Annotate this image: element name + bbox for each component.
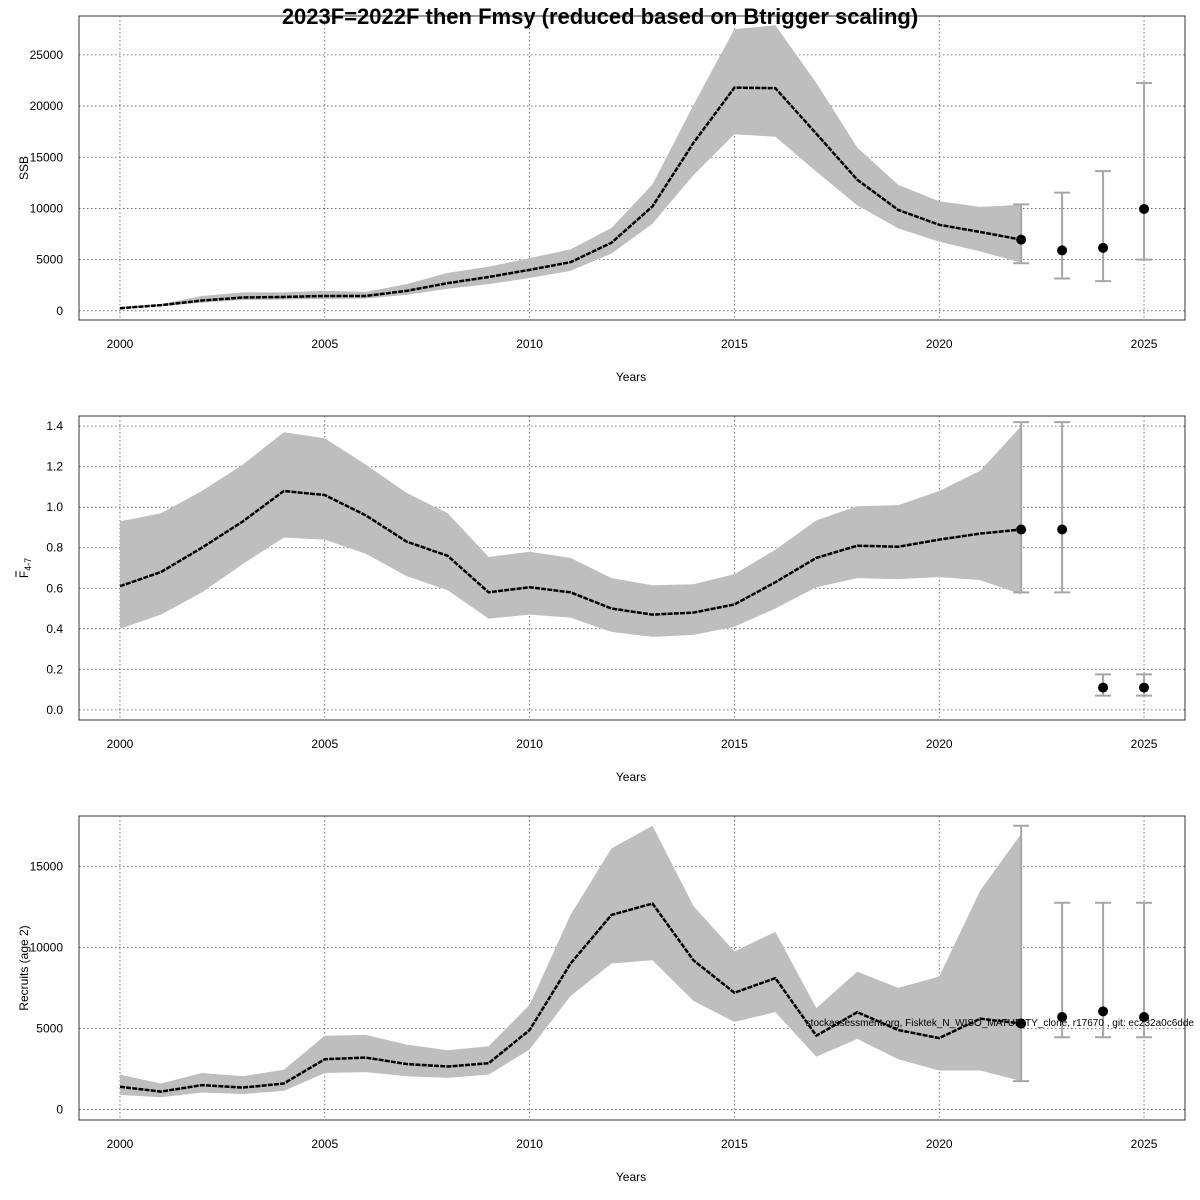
f-panel-frame [78,415,1186,721]
f-panel-xtick-label: 2020 [926,737,953,751]
recruits-panel-xtick-label: 2015 [721,1137,748,1151]
recruits-panel-xtick-label: 2005 [311,1137,338,1151]
recruits-panel-forecast-errorbar-2022 [1013,824,1030,1083]
ssb-panel-estimate-line [119,86,1022,310]
f-panel-ytick-label: 1.2 [46,460,63,474]
ssb-panel-forecast-errorbar-2024 [1095,170,1112,283]
ssb-panel-xtick-label: 2000 [107,337,134,351]
f-panel-forecast-errorbar-2022 [1013,421,1030,594]
f-panel-forecast-errorbar-2023 [1054,421,1071,594]
ssb-panel-ytick-label: 15000 [30,150,64,164]
recruits-panel-forecast-point-2022 [1016,1018,1027,1029]
ssb-panel-ytick-label: 25000 [30,48,64,62]
chart-panels: 2000 2005 2010 2015 2020 20250500010000150002… [15,15,1186,1184]
ssb-panel-ytick-label: 10000 [30,201,64,215]
ssb-panel-forecast-point-2024 [1098,242,1109,253]
recruits-panel-confidence-band [119,825,1022,1098]
f-panel-ytick-label: 1.0 [46,500,63,514]
ssb-panel-xtick-label: 2005 [311,337,338,351]
ssb-panel-xlabel: Years [616,370,646,384]
ssb-panel-xtick-label: 2010 [516,337,543,351]
f-panel-xtick-label: 2000 [107,737,134,751]
f-panel-estimate-line [119,489,1022,616]
f-panel-forecast-point-2024 [1098,682,1109,693]
f-panel-confidence-band [119,426,1022,637]
ssb-panel-xtick-label: 2025 [1131,337,1158,351]
recruits-panel-forecast-point-2024 [1098,1006,1109,1017]
recruits-panel-xlabel: Years [616,1170,646,1184]
ssb-panel-forecast-point-2025 [1139,203,1150,214]
f-panel-ylabel: F4-7 [17,558,33,578]
chart-title: 2023F=2022F then Fmsy (reduced based on … [282,4,918,29]
recruits-panel-xtick-label: 2025 [1131,1137,1158,1151]
recruits-panel: 2000 2005 2010 2015 2020 2025 0 5000 10000 15000 Y… [17,815,1186,1184]
ssb-panel-forecast-point-2023 [1057,245,1068,256]
ssb-panel-forecast-point-2022 [1016,234,1027,245]
ssb-panel: 2000 2005 2010 2015 2020 2025 0 5000 10000 15000 2… [17,15,1186,384]
ssb-panel-frame [78,15,1186,321]
ssb-panel-forecast-errorbar-2022 [1013,203,1030,265]
ssb-panel-confidence-band [119,25,1022,309]
f-panel-forecast-point-2022 [1016,524,1027,535]
f-panel-xtick-label: 2025 [1131,737,1158,751]
ssb-panel-xtick-label: 2020 [926,337,953,351]
ssb-panel-ytick-label: 0 [56,304,63,318]
f-panel: 2000 2005 2010 2015 2020 2025 0.0 0.2 0.4 0.6 0.8 1… [15,415,1186,784]
f-panel-xlabel: Years [616,770,646,784]
recruits-panel-frame [78,815,1186,1121]
recruits-panel-ylabel: Recruits (age 2) [17,925,31,1010]
recruits-panel-ytick-label: 5000 [36,1021,63,1035]
f-panel-xtick-label: 2005 [311,737,338,751]
f-panel-forecast-point-2025 [1139,682,1150,693]
ssb-panel-ytick-label: 20000 [30,99,64,113]
recruits-panel-xtick-label: 2010 [516,1137,543,1151]
f-panel-forecast-point-2023 [1057,524,1068,535]
f-panel-ytick-label: 0.4 [46,622,63,636]
ssb-panel-forecast-errorbar-2025 [1136,82,1153,261]
ssb-panel-ytick-label: 5000 [36,253,63,267]
recruits-panel-ytick-label: 15000 [30,859,64,873]
f-panel-ylabel-sub: 4-7 [23,558,33,571]
f-panel-xtick-label: 2010 [516,737,543,751]
ssb-panel-ylabel: SSB [17,156,31,180]
f-panel-ytick-label: 0.0 [46,703,63,717]
ssb-panel-forecast-errorbar-2023 [1054,191,1071,280]
recruits-panel-forecast-point-2023 [1057,1012,1068,1023]
f-panel-xtick-label: 2015 [721,737,748,751]
recruits-panel-forecast-point-2025 [1139,1012,1150,1023]
ssb-panel-xtick-label: 2015 [721,337,748,351]
f-panel-ylabel-main: F [17,571,31,578]
f-panel-ytick-label: 0.8 [46,541,63,555]
recruits-panel-xtick-label: 2020 [926,1137,953,1151]
recruits-panel-xtick-label: 2000 [107,1137,134,1151]
recruits-panel-ytick-label: 10000 [30,940,64,954]
f-panel-ytick-label: 0.2 [46,662,63,676]
chart-footnote: stockassessment.org, Fisktek_N_WISO_MATU… [806,1018,1195,1029]
recruits-panel-estimate-line [119,902,1022,1093]
f-panel-ytick-label: 1.4 [46,419,63,433]
recruits-panel-ytick-label: 0 [56,1102,63,1116]
f-panel-ytick-label: 0.6 [46,581,63,595]
